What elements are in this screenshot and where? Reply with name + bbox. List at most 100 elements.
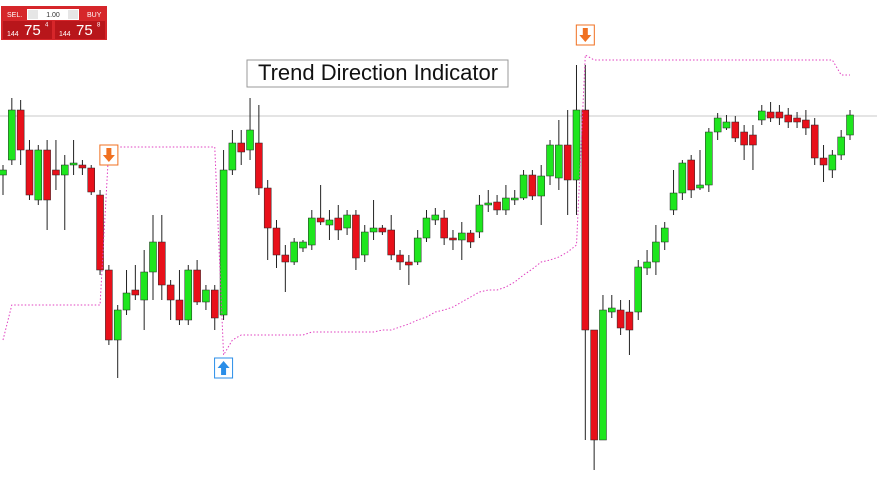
candle-body — [581, 109, 590, 331]
plot-area — [0, 24, 877, 470]
candle-body — [449, 237, 457, 241]
candle-body — [599, 309, 607, 441]
candle-body — [61, 164, 69, 176]
candle-body — [78, 164, 87, 169]
sell-label[interactable]: SEL. — [7, 12, 22, 19]
candle-body — [237, 142, 245, 153]
candle-body — [316, 217, 325, 223]
candle-body — [308, 217, 316, 246]
candle-body — [493, 201, 501, 211]
candle-body — [572, 109, 581, 181]
candle-body — [299, 241, 307, 249]
candle-body — [740, 131, 748, 146]
candle-body — [219, 169, 228, 316]
candle-body — [43, 149, 51, 201]
candle-body — [352, 214, 360, 259]
candle-body — [105, 269, 113, 341]
candle-body — [678, 162, 687, 194]
candle-body — [722, 121, 731, 129]
signal-arrow — [102, 148, 115, 162]
candle-body — [369, 227, 378, 233]
candle-body — [766, 111, 775, 119]
candle-body — [652, 241, 660, 263]
candle-body — [255, 142, 263, 189]
buy-prefix: 144 — [59, 31, 71, 38]
candle-body — [325, 219, 334, 226]
buy-label[interactable]: BUY — [87, 12, 102, 19]
candle-body — [413, 237, 422, 263]
candle-body — [69, 162, 78, 166]
candle-body — [749, 134, 757, 146]
trend-line — [2, 54, 850, 357]
candle-body — [290, 241, 298, 263]
candle-body — [211, 289, 219, 319]
candle-body — [660, 227, 669, 243]
buy-button[interactable] — [55, 21, 105, 39]
candle-body — [131, 289, 140, 296]
candle-body — [122, 292, 131, 311]
candle-body — [334, 217, 343, 231]
candle-body — [458, 232, 466, 241]
candle-body — [625, 311, 634, 331]
candle-body — [246, 129, 254, 151]
candle-body — [784, 114, 792, 123]
lot-value[interactable]: 1.00 — [46, 12, 60, 19]
title-box — [246, 59, 509, 88]
candle-body — [396, 254, 404, 263]
candle-body — [378, 227, 387, 233]
signal-arrow — [217, 361, 230, 375]
candle-body — [87, 167, 95, 193]
candle-body — [546, 144, 554, 177]
candle-body — [819, 157, 828, 166]
candle-body — [422, 217, 431, 239]
candle-body — [537, 175, 545, 197]
sell-sup: 4 — [45, 23, 49, 29]
candle-body — [193, 269, 201, 303]
candle-body — [528, 174, 537, 197]
candle-body — [34, 149, 43, 201]
candle-body — [731, 121, 740, 139]
candle-body — [713, 117, 722, 133]
candle-body — [113, 309, 122, 341]
candle-body — [669, 192, 678, 211]
candle-body — [793, 117, 801, 123]
candle-body — [475, 204, 484, 233]
lot-plus[interactable] — [68, 10, 78, 19]
candle-body — [810, 124, 819, 159]
candle-body — [837, 136, 845, 156]
buy-sup: 8 — [97, 23, 101, 29]
candle-body — [696, 184, 704, 189]
candle-body — [360, 231, 369, 256]
candle-body — [431, 214, 440, 221]
sell-price: 75 — [24, 22, 41, 39]
candle-body — [387, 229, 395, 256]
candle-body — [634, 266, 642, 313]
candle-body — [202, 289, 210, 303]
buy-price: 75 — [76, 22, 93, 39]
candle-body — [16, 109, 25, 151]
candle-body — [25, 149, 34, 196]
candle-body — [758, 110, 766, 121]
candle-body — [828, 154, 837, 171]
candle-body — [846, 114, 854, 136]
candle-body — [228, 142, 237, 171]
candle-body — [502, 197, 510, 211]
candle-body — [687, 159, 695, 191]
candle-body — [96, 194, 104, 271]
sell-button[interactable] — [3, 21, 52, 39]
candle-body — [166, 284, 175, 301]
candle-body — [484, 202, 493, 206]
sell-prefix: 144 — [7, 31, 19, 38]
candle-body — [405, 261, 413, 266]
candle-body — [272, 227, 281, 256]
lot-box — [27, 9, 79, 20]
trade-panel: SEL. 1.00 BUY 144 75 4 144 75 8 — [1, 6, 107, 40]
candle-body — [8, 109, 16, 161]
signal-arrow — [579, 28, 592, 42]
candle-body — [263, 187, 272, 229]
lot-minus[interactable] — [28, 10, 38, 19]
candle-body — [555, 144, 563, 179]
candle-body — [466, 232, 475, 243]
